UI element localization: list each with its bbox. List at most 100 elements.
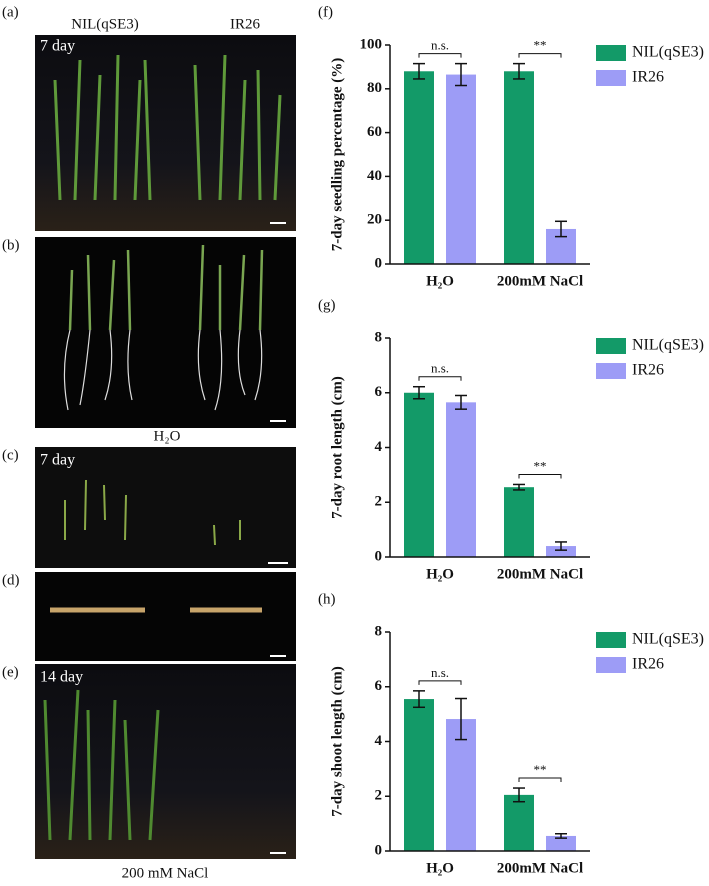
error-bar	[555, 541, 567, 551]
bar	[504, 794, 534, 851]
x-tick-label: 200mM NaCl	[497, 860, 583, 876]
y-tick-label: 0	[375, 842, 383, 858]
x-tick-label: 200mM NaCl	[497, 273, 583, 289]
photo-note: 7 day	[40, 452, 75, 469]
roots-b	[63, 329, 263, 411]
panel-label: (d)	[2, 572, 20, 588]
panel-label: (c)	[2, 447, 19, 463]
y-tick-label: 0	[375, 255, 383, 271]
significance-bracket	[518, 473, 562, 479]
panel-label: (g)	[318, 297, 336, 313]
bar	[446, 719, 476, 851]
legend-swatch	[596, 45, 626, 61]
error-bar	[455, 62, 467, 87]
scale-bar	[270, 222, 286, 224]
y-tick-label: 4	[375, 733, 383, 749]
significance-label: n.s.	[431, 361, 449, 376]
significance-bracket	[418, 376, 462, 381]
legend-swatch	[596, 363, 626, 379]
legend-swatch	[596, 70, 626, 86]
bar	[404, 71, 434, 264]
y-tick-label: 6	[375, 678, 383, 694]
condition-label: H₂O	[154, 428, 181, 444]
photo-b	[35, 237, 296, 428]
significance-label: **	[534, 38, 547, 53]
significance-label: n.s.	[431, 38, 449, 53]
error-bar	[413, 62, 425, 80]
legend-label: IR26	[632, 69, 664, 86]
legend-label: NIL(qSE3)	[632, 44, 704, 61]
error-bar	[513, 483, 525, 491]
photo-note: 7 day	[40, 38, 75, 55]
significance-bracket	[518, 53, 562, 58]
scale-bar	[270, 420, 286, 422]
bar	[546, 546, 576, 557]
significance-bracket	[418, 53, 462, 58]
panel-label: (b)	[2, 237, 20, 253]
y-tick-label: 80	[367, 80, 382, 96]
significance-label: **	[534, 762, 547, 777]
photo-note: 14 day	[40, 669, 83, 686]
scale-bar	[268, 562, 288, 564]
error-bar	[455, 697, 467, 741]
legend-swatch	[596, 632, 626, 648]
y-axis-title: 7-day root length (cm)	[329, 376, 345, 519]
bar	[404, 699, 434, 851]
y-tick-label: 60	[367, 124, 382, 140]
y-axis-title: 7-day shoot length (cm)	[329, 666, 345, 816]
legend-label: NIL(qSE3)	[632, 337, 704, 354]
x-tick-label: H₂O	[426, 566, 454, 582]
y-axis-title: 7-day seedling percentage (%)	[329, 58, 345, 251]
seedlings-a	[53, 54, 282, 201]
scale-bar	[270, 655, 286, 657]
bar	[446, 402, 476, 557]
error-bar	[555, 833, 567, 839]
bar	[504, 71, 534, 264]
significance-label: n.s.	[431, 665, 449, 680]
significance-bracket	[418, 680, 462, 685]
seedlings-c	[64, 479, 241, 546]
legend-swatch	[596, 338, 626, 354]
bar	[546, 835, 576, 851]
x-tick-label: H₂O	[426, 860, 454, 876]
bar	[504, 487, 534, 557]
bar	[446, 74, 476, 264]
condition-label: 200 mM NaCl	[122, 865, 209, 881]
y-tick-label: 100	[360, 36, 383, 52]
panel-label: (f)	[318, 4, 333, 20]
x-tick-label: 200mM NaCl	[497, 566, 583, 582]
y-tick-label: 2	[375, 788, 383, 804]
legend-label: NIL(qSE3)	[632, 631, 704, 648]
error-bar	[513, 62, 525, 80]
error-bar	[413, 385, 425, 400]
y-tick-label: 8	[375, 329, 383, 345]
photo-d	[35, 572, 296, 661]
y-tick-label: 40	[367, 168, 382, 184]
error-bar	[555, 220, 567, 238]
y-tick-label: 0	[375, 548, 383, 564]
error-bar	[513, 787, 525, 803]
photo-c	[35, 447, 296, 568]
legend-label: IR26	[632, 656, 664, 673]
seedlings-e	[43, 689, 160, 841]
genotype-label: NIL(qSE3)	[71, 16, 139, 32]
error-bar	[455, 394, 467, 410]
panel-label: (e)	[2, 664, 19, 680]
legend-label: IR26	[632, 362, 664, 379]
y-tick-label: 6	[375, 384, 383, 400]
y-tick-label: 4	[375, 439, 383, 455]
legend-swatch	[596, 657, 626, 673]
error-bar	[413, 690, 425, 709]
panel-label: (h)	[318, 591, 336, 607]
seedlings-b	[68, 244, 264, 331]
scale-bar	[270, 852, 286, 854]
genotype-label: IR26	[230, 16, 261, 32]
y-tick-label: 2	[375, 494, 383, 510]
x-tick-label: H₂O	[426, 273, 454, 289]
significance-label: **	[534, 458, 547, 473]
y-tick-label: 20	[367, 212, 382, 228]
panel-label: (a)	[2, 4, 19, 20]
bar	[404, 392, 434, 557]
y-tick-label: 8	[375, 623, 383, 639]
